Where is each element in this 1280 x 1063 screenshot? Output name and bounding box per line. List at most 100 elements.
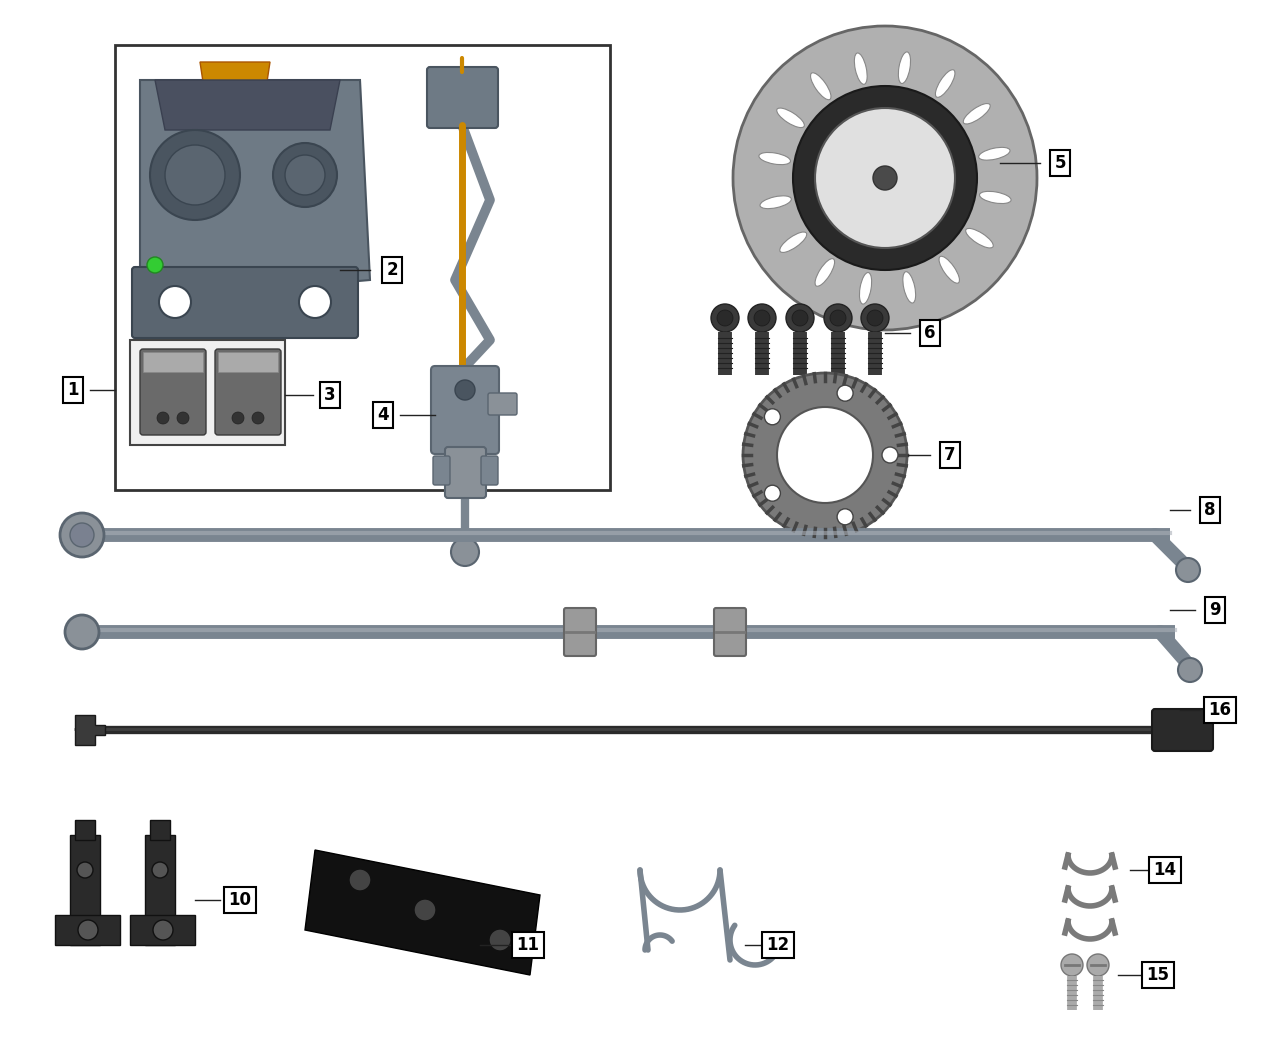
Circle shape (70, 523, 93, 547)
Circle shape (837, 509, 852, 525)
Circle shape (413, 899, 436, 921)
Circle shape (159, 286, 191, 318)
Ellipse shape (899, 52, 910, 84)
Circle shape (165, 145, 225, 205)
Ellipse shape (965, 229, 993, 248)
Text: 9: 9 (1210, 601, 1221, 619)
Bar (115, 45, 611, 490)
Circle shape (454, 379, 475, 400)
Circle shape (829, 310, 846, 326)
Polygon shape (76, 715, 105, 745)
Text: 10: 10 (229, 891, 251, 909)
Ellipse shape (810, 72, 831, 100)
Circle shape (786, 304, 814, 332)
Bar (145, 836, 175, 945)
Ellipse shape (936, 70, 955, 98)
Circle shape (349, 868, 371, 891)
Circle shape (837, 385, 852, 401)
Circle shape (742, 373, 908, 537)
Circle shape (78, 919, 99, 940)
Text: 6: 6 (924, 324, 936, 342)
Circle shape (273, 144, 337, 207)
Circle shape (252, 412, 264, 424)
Circle shape (754, 310, 771, 326)
FancyBboxPatch shape (488, 393, 517, 415)
Circle shape (150, 130, 241, 220)
Circle shape (1087, 954, 1108, 976)
Circle shape (1176, 558, 1201, 583)
Ellipse shape (940, 256, 960, 283)
Text: 1: 1 (68, 381, 79, 399)
FancyBboxPatch shape (132, 267, 358, 338)
Bar (131, 915, 195, 945)
Circle shape (748, 304, 776, 332)
FancyBboxPatch shape (564, 608, 596, 656)
Bar (143, 352, 204, 372)
Ellipse shape (964, 103, 991, 124)
Circle shape (717, 310, 733, 326)
FancyBboxPatch shape (140, 349, 206, 435)
Ellipse shape (902, 272, 915, 303)
Circle shape (710, 304, 739, 332)
Circle shape (232, 412, 244, 424)
Circle shape (882, 448, 899, 463)
Bar (218, 352, 278, 372)
FancyBboxPatch shape (1152, 709, 1213, 750)
Text: 5: 5 (1055, 154, 1066, 172)
Circle shape (77, 862, 93, 878)
Text: 12: 12 (767, 937, 790, 954)
Bar (76, 820, 95, 840)
Text: 15: 15 (1147, 966, 1170, 984)
Ellipse shape (979, 191, 1011, 203)
Circle shape (300, 286, 332, 318)
Text: 11: 11 (517, 937, 539, 954)
Ellipse shape (854, 53, 867, 84)
FancyBboxPatch shape (445, 448, 486, 497)
Circle shape (1178, 658, 1202, 682)
Text: 16: 16 (1208, 701, 1231, 719)
Ellipse shape (979, 148, 1010, 161)
Circle shape (733, 26, 1037, 330)
Circle shape (154, 919, 173, 940)
Circle shape (815, 108, 955, 248)
Circle shape (489, 929, 511, 951)
Polygon shape (155, 80, 340, 130)
Bar (55, 915, 120, 945)
Circle shape (157, 412, 169, 424)
Bar (70, 836, 100, 945)
Polygon shape (140, 80, 370, 300)
Bar (150, 820, 170, 840)
Circle shape (792, 310, 808, 326)
Circle shape (65, 615, 99, 649)
Text: 8: 8 (1204, 501, 1216, 519)
Polygon shape (200, 62, 270, 95)
Circle shape (794, 86, 977, 270)
Circle shape (764, 409, 781, 425)
Ellipse shape (780, 232, 806, 253)
Ellipse shape (759, 152, 791, 165)
Polygon shape (305, 850, 540, 975)
Circle shape (451, 538, 479, 566)
Ellipse shape (777, 108, 804, 128)
Circle shape (60, 513, 104, 557)
Circle shape (777, 407, 873, 503)
Circle shape (152, 862, 168, 878)
Ellipse shape (760, 196, 791, 208)
Text: 7: 7 (945, 446, 956, 465)
FancyBboxPatch shape (481, 456, 498, 485)
FancyBboxPatch shape (433, 456, 451, 485)
FancyBboxPatch shape (215, 349, 282, 435)
FancyBboxPatch shape (714, 608, 746, 656)
Circle shape (867, 310, 883, 326)
FancyBboxPatch shape (428, 67, 498, 128)
Ellipse shape (815, 258, 835, 286)
Circle shape (873, 166, 897, 190)
Text: 14: 14 (1153, 861, 1176, 879)
Bar (131, 340, 285, 445)
FancyBboxPatch shape (431, 366, 499, 454)
Ellipse shape (859, 272, 872, 304)
Circle shape (285, 155, 325, 195)
Circle shape (1061, 954, 1083, 976)
Circle shape (764, 485, 781, 502)
Circle shape (824, 304, 852, 332)
